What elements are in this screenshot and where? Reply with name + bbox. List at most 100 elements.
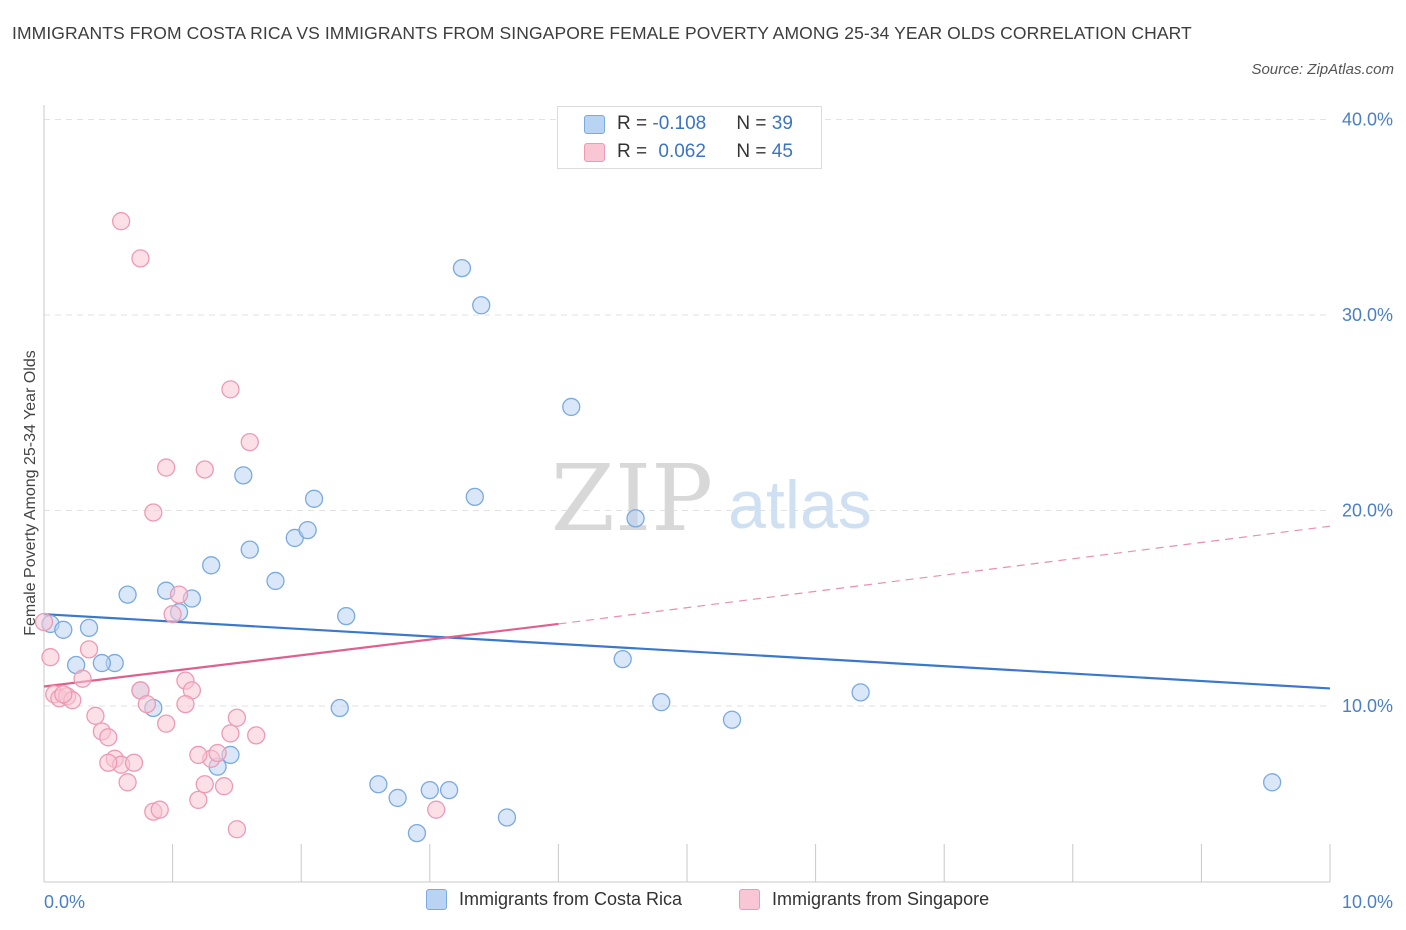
x-tick-label: 0.0%: [44, 892, 85, 912]
x-tick-labels: 0.0% 10.0%: [44, 892, 1393, 912]
legend-swatch-singapore: [739, 889, 760, 910]
point-singapore: [208, 743, 227, 763]
point-singapore: [99, 753, 118, 772]
legend-n-value: 45: [771, 141, 793, 162]
point-costa-rica: [79, 618, 99, 637]
point-costa-rica: [626, 509, 645, 528]
watermark-zip: ZIP: [551, 445, 713, 552]
point-singapore: [157, 458, 176, 477]
y-tick-label: 10.0%: [1342, 696, 1393, 716]
point-singapore: [73, 669, 92, 688]
point-costa-rica: [722, 710, 742, 729]
point-singapore: [227, 820, 247, 839]
point-costa-rica: [240, 540, 259, 559]
trend-line-singapore-extension: [558, 525, 1331, 625]
watermark-atlas: atlas: [728, 467, 872, 543]
legend-n-label: N =: [736, 113, 772, 134]
axes: [43, 105, 1331, 883]
point-costa-rica: [613, 649, 632, 669]
point-singapore: [99, 728, 118, 747]
legend-label-costa-rica: Immigrants from Costa Rica: [459, 889, 683, 909]
point-costa-rica: [266, 571, 285, 591]
trend-line-singapore: [43, 622, 559, 688]
point-costa-rica: [1262, 773, 1282, 792]
source-label: Source: ZipAtlas.com: [1251, 61, 1394, 78]
point-singapore: [247, 726, 266, 745]
point-singapore: [112, 212, 131, 231]
point-singapore: [214, 777, 234, 796]
trend-lines: [43, 525, 1331, 690]
point-singapore: [227, 708, 247, 727]
point-singapore: [86, 706, 105, 725]
point-costa-rica: [304, 489, 324, 508]
legend-row-singapore: R = 0.062 N = 45: [584, 138, 793, 166]
legend-r-label: R =: [617, 113, 653, 134]
point-singapore: [137, 694, 157, 714]
y-tick-label: 20.0%: [1342, 501, 1393, 521]
point-singapore: [427, 800, 446, 819]
point-singapore: [124, 753, 144, 772]
point-costa-rica: [407, 823, 427, 843]
point-costa-rica: [652, 692, 671, 712]
legend-r-value: 0.062: [658, 141, 706, 162]
y-tick-label: 30.0%: [1342, 305, 1393, 325]
legend-r-value: -0.108: [652, 113, 707, 134]
point-costa-rica: [298, 520, 317, 540]
point-costa-rica: [439, 780, 459, 800]
legend-swatch-costa-rica: [426, 889, 447, 910]
series-legend: Immigrants from Costa Rica Immigrants fr…: [0, 889, 1406, 915]
point-singapore: [221, 380, 240, 399]
point-costa-rica: [92, 653, 112, 673]
data-points: [34, 212, 1282, 843]
y-axis-label: Female Poverty Among 25-34 Year Olds: [22, 350, 39, 636]
point-costa-rica: [497, 808, 517, 827]
legend-row-costa-rica: R = -0.108 N = 39: [584, 110, 793, 138]
point-singapore: [163, 605, 182, 624]
watermark: ZIP atlas: [551, 445, 872, 552]
y-tick-label: 40.0%: [1342, 110, 1393, 130]
point-costa-rica: [465, 487, 484, 507]
point-costa-rica: [452, 258, 472, 278]
point-singapore: [157, 714, 176, 733]
point-costa-rica: [202, 556, 221, 575]
grid-lines: [44, 119, 1330, 707]
point-costa-rica: [369, 775, 388, 794]
point-singapore: [169, 585, 189, 604]
point-singapore: [54, 685, 73, 704]
legend-swatch-costa-rica: [584, 114, 605, 134]
point-singapore: [41, 648, 60, 667]
point-singapore: [221, 724, 240, 743]
point-costa-rica: [388, 788, 407, 808]
legend-n-value: 39: [771, 113, 793, 134]
point-singapore: [150, 800, 169, 819]
point-costa-rica: [330, 698, 349, 718]
point-costa-rica: [420, 780, 439, 800]
correlation-legend: R = -0.108 N = 39 R = 0.062 N = 45: [557, 106, 822, 169]
point-costa-rica: [472, 296, 491, 315]
point-singapore: [195, 775, 214, 794]
point-costa-rica: [54, 620, 73, 639]
point-singapore: [195, 460, 214, 479]
point-singapore: [189, 790, 208, 810]
legend-n-label: N =: [736, 141, 772, 162]
point-singapore: [34, 612, 54, 632]
chart-title: IMMIGRANTS FROM COSTA RICA VS IMMIGRANTS…: [12, 23, 1192, 43]
point-costa-rica: [234, 466, 253, 485]
legend-item-singapore: Immigrants from Singapore: [739, 889, 989, 910]
point-singapore: [144, 503, 163, 522]
point-costa-rica: [337, 606, 356, 626]
legend-label-singapore: Immigrants from Singapore: [772, 889, 990, 909]
x-tick-label: 10.0%: [1342, 892, 1393, 912]
point-singapore: [79, 640, 99, 659]
point-singapore: [189, 745, 208, 765]
point-costa-rica: [851, 683, 870, 702]
trend-line-costa-rica: [43, 613, 1331, 690]
point-singapore: [240, 432, 259, 452]
legend-item-costa-rica: Immigrants from Costa Rica: [426, 889, 682, 910]
point-costa-rica: [562, 397, 581, 417]
legend-r-label: R =: [617, 141, 653, 162]
point-singapore: [176, 694, 195, 714]
point-costa-rica: [118, 585, 137, 604]
point-singapore: [131, 249, 150, 268]
